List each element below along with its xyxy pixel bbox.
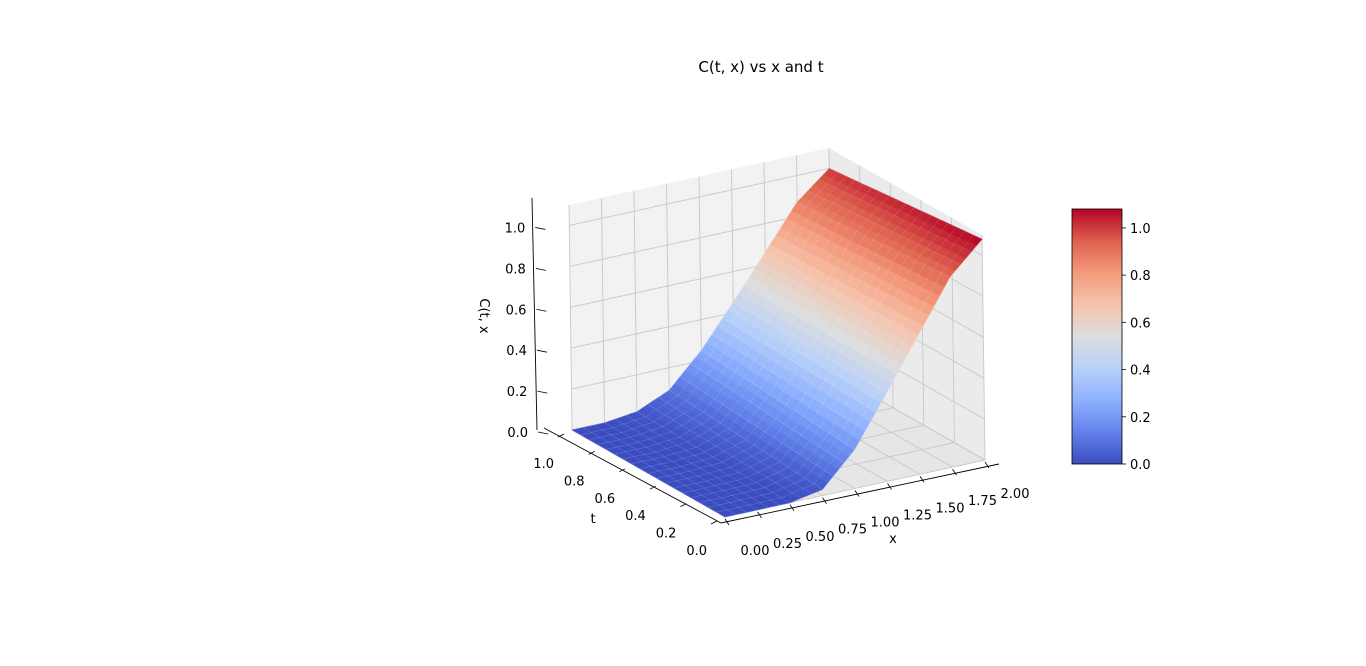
z-tick-label: 0.4 [506,344,527,359]
axes-ticks: 0.00 0.25 0.50 0.75 1.00 1.25 1.50 1.75 2.00 0.0 0… [505,221,1030,559]
colorbar-tick-label: 0.0 [1130,458,1151,473]
x-tick-label: 0.75 [838,523,867,538]
surface-patch [972,236,983,246]
t-tick-label: 0.2 [656,527,677,542]
x-axis-label: x [889,532,897,547]
axes-lines [531,197,1000,524]
colorbar: 0.0 0.2 0.4 0.6 0.8 1.0 [1071,208,1151,473]
z-tick-label: 0.8 [505,262,526,277]
colorbar-tick-label: 0.6 [1130,316,1151,331]
t-axis-label: t [590,512,595,527]
z-tick-label: 0.2 [507,385,528,400]
colorbar-gradient [1071,208,1123,465]
t-tick-label: 0.4 [625,509,646,524]
z-tick-label: 1.0 [505,221,526,236]
z-axis-label: C(t, x [476,298,491,334]
t-tick-label: 0.0 [686,544,707,559]
x-tick-label: 2.00 [1001,487,1030,502]
x-tick-label: 1.00 [871,516,900,531]
x-tick-label: 0.00 [741,544,770,559]
chart-title: C(t, x) vs x and t [698,58,823,76]
t-tick-label: 0.6 [595,492,616,507]
x-tick-label: 1.75 [968,494,997,509]
t-tick-label: 1.0 [533,457,554,472]
colorbar-tick-label: 0.8 [1130,269,1151,284]
z-tick-label: 0.0 [507,426,528,441]
x-axis-line [720,463,1000,524]
x-tick-label: 0.25 [773,537,802,552]
colorbar-tick-label: 0.2 [1130,411,1151,426]
x-tick-label: 1.50 [936,501,965,516]
x-tick-label: 1.25 [903,508,932,523]
t-tick-label: 0.8 [564,474,585,489]
surface-mesh [571,168,983,518]
colorbar-tick-label: 0.4 [1130,364,1151,379]
x-tick-label: 0.50 [806,530,835,545]
colorbar-tick-label: 1.0 [1130,222,1151,237]
z-tick-label: 0.6 [506,303,527,318]
y-axis-line [543,427,722,524]
z-axis-line [531,197,538,431]
